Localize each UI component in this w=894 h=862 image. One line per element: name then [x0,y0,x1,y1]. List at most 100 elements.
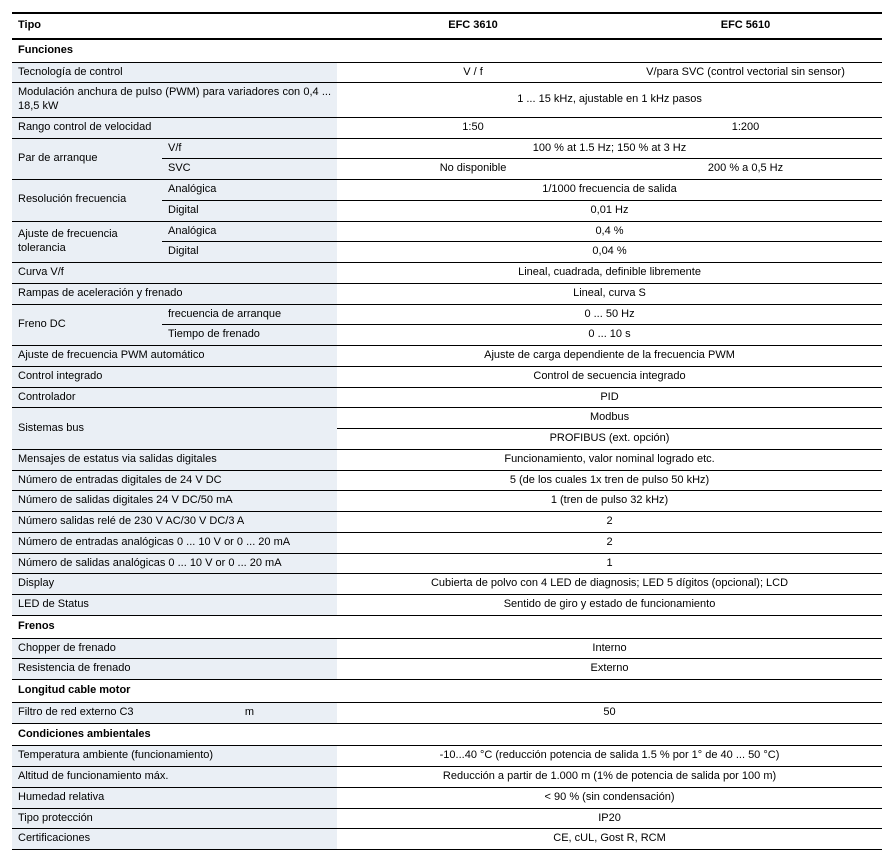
temp-value: -10...40 °C (reducción potencia de salid… [337,746,882,767]
row-sal-ana: Número de salidas analógicas 0 ... 10 V … [12,553,882,574]
sub-freno-freq: frecuencia de arranque [162,304,337,325]
row-sal-rele: Número salidas relé de 230 V AC/30 V DC/… [12,512,882,533]
tol-dig-value: 0,04 % [337,242,882,263]
label-ent-ana: Número de entradas analógicas 0 ... 10 V… [12,532,337,553]
label-cert: Certificaciones [12,829,337,850]
rango-v1: 1:50 [337,117,609,138]
label-sal-ana: Número de salidas analógicas 0 ... 10 V … [12,553,337,574]
label-altitud: Altitud de funcionamiento máx. [12,767,337,788]
row-bus-1: Sistemas bus Modbus [12,408,882,429]
row-freno-freq: Freno DC frecuencia de arranque 0 ... 50… [12,304,882,325]
row-pwm: Modulación anchura de pulso (PWM) para v… [12,83,882,118]
label-prot: Tipo protección [12,808,337,829]
label-sal-rele: Número salidas relé de 230 V AC/30 V DC/… [12,512,337,533]
cert-value: CE, cUL, Gost R, RCM [337,829,882,850]
sub-res-ana: Analógica [162,180,337,201]
row-altitud: Altitud de funcionamiento máx. Reducción… [12,767,882,788]
sub-par-vf: V/f [162,138,337,159]
bus-v1: Modbus [337,408,882,429]
section-longitud-label: Longitud cable motor [12,680,882,703]
sal-rele-value: 2 [337,512,882,533]
section-funciones-label: Funciones [12,39,882,62]
label-rampas: Rampas de aceleración y frenado [12,283,337,304]
label-controlador: Controlador [12,387,337,408]
row-mensajes: Mensajes de estatus via salidas digitale… [12,449,882,470]
header-model-2: EFC 5610 [609,13,882,39]
res-dig-value: 0,01 Hz [337,200,882,221]
label-display: Display [12,574,337,595]
header-tipo: Tipo [12,13,337,39]
tec-ctrl-v2: V/para SVC (control vectorial sin sensor… [609,62,882,83]
section-frenos: Frenos [12,615,882,638]
label-res: Resolución frecuencia [12,180,162,222]
ctrl-int-value: Control de secuencia integrado [337,366,882,387]
rango-v2: 1:200 [609,117,882,138]
label-freno-dc: Freno DC [12,304,162,346]
chopper-value: Interno [337,638,882,659]
bus-v2: PROFIBUS (ext. opción) [337,429,882,450]
freno-freq-value: 0 ... 50 Hz [337,304,882,325]
row-rampas: Rampas de aceleración y frenado Lineal, … [12,283,882,304]
row-resist: Resistencia de frenado Externo [12,659,882,680]
row-ent-dig: Número de entradas digitales de 24 V DC … [12,470,882,491]
label-chopper: Chopper de frenado [12,638,337,659]
ajuste-pwm-value: Ajuste de carga dependiente de la frecue… [337,346,882,367]
label-curva: Curva V/f [12,263,337,284]
row-ctrl-int: Control integrado Control de secuencia i… [12,366,882,387]
label-mensajes: Mensajes de estatus via salidas digitale… [12,449,337,470]
row-res-ana: Resolución frecuencia Analógica 1/1000 f… [12,180,882,201]
row-display: Display Cubierta de polvo con 4 LED de d… [12,574,882,595]
row-chopper: Chopper de frenado Interno [12,638,882,659]
row-humedad: Humedad relativa < 90 % (sin condensació… [12,787,882,808]
section-funciones: Funciones [12,39,882,62]
sub-tol-ana: Analógica [162,221,337,242]
sal-dig-value: 1 (tren de pulso 32 kHz) [337,491,882,512]
row-led: LED de Status Sentido de giro y estado d… [12,595,882,616]
header-row: Tipo EFC 3610 EFC 5610 [12,13,882,39]
par-svc-v2: 200 % a 0,5 Hz [609,159,882,180]
label-ctrl-int: Control integrado [12,366,337,387]
tec-ctrl-v1: V / f [337,62,609,83]
row-ent-ana: Número de entradas analógicas 0 ... 10 V… [12,532,882,553]
tol-ana-value: 0,4 % [337,221,882,242]
sal-ana-value: 1 [337,553,882,574]
par-svc-v1: No disponible [337,159,609,180]
sub-freno-tiempo: Tiempo de frenado [162,325,337,346]
ent-ana-value: 2 [337,532,882,553]
label-ent-dig: Número de entradas digitales de 24 V DC [12,470,337,491]
sub-res-dig: Digital [162,200,337,221]
label-resist: Resistencia de frenado [12,659,337,680]
label-bus: Sistemas bus [12,408,337,450]
row-par-vf: Par de arranque V/f 100 % at 1.5 Hz; 150… [12,138,882,159]
curva-value: Lineal, cuadrada, definible libremente [337,263,882,284]
unit-filtro: m [162,702,337,723]
section-longitud: Longitud cable motor [12,680,882,703]
res-ana-value: 1/1000 frecuencia de salida [337,180,882,201]
filtro-value: 50 [337,702,882,723]
controlador-value: PID [337,387,882,408]
label-humedad: Humedad relativa [12,787,337,808]
row-prot: Tipo protección IP20 [12,808,882,829]
label-filtro: Filtro de red externo C3 [12,702,162,723]
row-tol-ana: Ajuste de frecuencia tolerancia Analógic… [12,221,882,242]
humedad-value: < 90 % (sin condensación) [337,787,882,808]
resist-value: Externo [337,659,882,680]
section-condiciones-label: Condiciones ambientales [12,723,882,746]
label-tec-ctrl: Tecnología de control [12,62,337,83]
row-controlador: Controlador PID [12,387,882,408]
label-sal-dig: Número de salidas digitales 24 V DC/50 m… [12,491,337,512]
row-sal-dig: Número de salidas digitales 24 V DC/50 m… [12,491,882,512]
display-value: Cubierta de polvo con 4 LED de diagnosis… [337,574,882,595]
row-curva: Curva V/f Lineal, cuadrada, definible li… [12,263,882,284]
sub-tol-dig: Digital [162,242,337,263]
row-filtro: Filtro de red externo C3 m 50 [12,702,882,723]
row-ajuste-pwm: Ajuste de frecuencia PWM automático Ajus… [12,346,882,367]
label-par: Par de arranque [12,138,162,180]
row-temp: Temperatura ambiente (funcionamiento) -1… [12,746,882,767]
header-model-1: EFC 3610 [337,13,609,39]
label-rango: Rango control de velocidad [12,117,337,138]
label-led: LED de Status [12,595,337,616]
freno-tiempo-value: 0 ... 10 s [337,325,882,346]
label-tol: Ajuste de frecuencia tolerancia [12,221,162,263]
row-tec-ctrl: Tecnología de control V / f V/para SVC (… [12,62,882,83]
